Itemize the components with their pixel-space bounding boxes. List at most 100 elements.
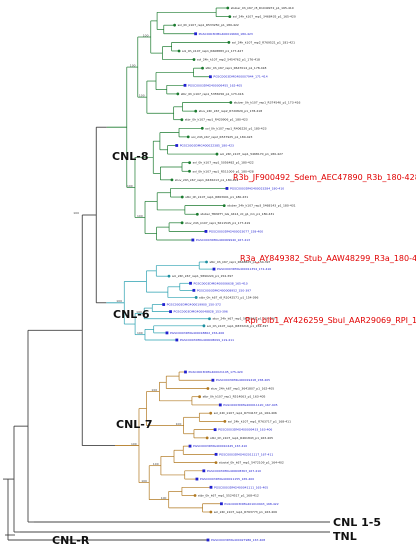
reference-label-r3a: R3a_AY849382_Stub_AAW48299_R3a_180-430	[240, 254, 416, 263]
leaf-label: stuv_24h_k67_rep2_R720829_p1_178-418	[199, 109, 262, 113]
leaf-label: sol_24h_k107_rep1_3468435_p1_165-420	[233, 15, 296, 19]
bootstrap-value: 100	[161, 496, 167, 500]
leaf-label: sol_0h_k107_rep1_R511009_p1_180-428	[193, 169, 254, 173]
leaf-label: PGSC0003DMG400008363_167-410	[207, 469, 261, 473]
leaf-marker	[209, 75, 212, 79]
leaf-label: sol_24h_k107_rep2_5454762_p1_176-418	[197, 58, 260, 62]
leaf-marker	[176, 92, 180, 96]
leaf-label: sol_24h_k107_rep1_R734137_p1_164-406	[214, 411, 277, 415]
leaf-marker	[206, 387, 210, 390]
clade-label-cnl6: CNL-6	[113, 308, 150, 321]
leaf-marker	[169, 310, 172, 314]
bootstrap-value: 100	[153, 462, 159, 466]
leaf-marker	[192, 58, 196, 61]
leaf-marker	[209, 411, 213, 415]
leaf-marker	[180, 195, 184, 199]
clade-label-cnl8: CNL-8	[112, 150, 149, 163]
leaf-label: PGSC0003DMG400027986_167-408	[211, 538, 265, 542]
leaf-marker	[194, 109, 198, 113]
leaf-marker	[205, 260, 208, 264]
leaf-label: PGSC0003DMG400021195_175-420	[188, 370, 242, 374]
bootstrap-value: 100	[137, 214, 143, 218]
leaf-label: PGSC0003DMG400023284_180-410	[230, 186, 284, 190]
leaf-marker	[209, 510, 213, 514]
bootstrap-value: 100	[131, 442, 137, 446]
tree-branches: 100 100 100 100 100 100 100 100 100 100 100 100 100 1…	[3, 7, 330, 541]
leaf-marker	[201, 66, 204, 70]
leaf-marker	[195, 212, 199, 216]
leaf-label: sol_24h_k107_rep1_R763717_p1_168-411	[228, 419, 291, 423]
leaf-label: PGSC0003DMG400023077_158-400	[209, 229, 263, 233]
leaf-label: stbr_0h_k67_rep1_R647014_p1_178-418	[206, 66, 267, 70]
leaf-label: PGSC0003DMG400022385_180-423	[180, 143, 234, 147]
leaf-label: stbr_0h_k67_rep1_5524517_p1_168-412	[198, 494, 259, 498]
leaf-marker	[220, 502, 223, 506]
bootstrap-value: 100	[73, 211, 79, 215]
leaf-label: stbr_0h_k107_rep1_R863901_p1_180-431	[185, 195, 248, 199]
leaf-marker	[223, 420, 227, 423]
leaf-marker	[194, 32, 198, 36]
leaf-label: sol_24h_k67_rep2_R537925_p1_180-423	[191, 135, 252, 139]
tree-leaf-labels: stuber_0h_k67_r8_R1049972_p1_165-410 sol_…	[167, 6, 301, 542]
leaf-label: stbr_0h_k107_rep1_5355056_p1_173-416	[181, 92, 244, 96]
bootstrap-value: 100	[136, 310, 142, 314]
bootstrap-value: 100	[143, 33, 149, 37]
bootstrap-value: 100	[139, 94, 145, 98]
leaf-marker	[175, 338, 179, 342]
leaf-label: PGSC0003DMG400019418_158-405	[216, 378, 270, 382]
leaf-label: PGSC0003DMG400018862_156-406	[170, 331, 224, 335]
leaf-marker	[206, 538, 210, 542]
clade-label-cnlr: CNL-R	[52, 534, 90, 547]
leaf-marker	[162, 303, 166, 306]
bootstrap-value: 100	[176, 422, 182, 426]
leaf-marker	[175, 144, 179, 147]
leaf-marker	[170, 178, 174, 182]
leaf-label: sol_24h_k107_rep2_R769521_p1_181-421	[232, 40, 295, 44]
leaf-label: stuber_0h_k107_rep1_R374546_p1_173-416	[234, 101, 301, 105]
leaf-marker	[194, 296, 198, 299]
leaf-marker	[218, 403, 222, 407]
leaf-marker	[212, 267, 216, 271]
leaf-marker	[211, 378, 215, 382]
leaf-marker	[214, 461, 218, 464]
leaf-label: PGSC0003DMG400009455_162-405	[188, 83, 242, 87]
leaf-label: stuber_24h_k107_rep3_5468143_p1_180-431	[227, 204, 295, 208]
clade-label-cnl15: CNL 1-5	[333, 516, 381, 529]
leaf-label: sol_24h_k107_rep1_5468170_p1_180-427	[220, 152, 283, 156]
leaf-marker	[225, 187, 229, 190]
leaf-marker	[192, 288, 196, 292]
leaf-label: stbr_0h_k107_rep1_R514063_p1_163-405	[203, 395, 266, 399]
leaf-label: stuv_24h_k67_rep1_5672565_p1_154-397	[212, 317, 275, 321]
leaf-label: PGSC0003DMG400011120_167-405	[223, 403, 277, 407]
leaf-marker	[189, 281, 192, 285]
leaf-label: PGSC0003DMG401010943_168-422	[224, 502, 278, 506]
leaf-label: PGSC0003DMG402011117_167-411	[219, 452, 273, 456]
leaf-marker	[191, 238, 195, 242]
leaf-label: stbr_0h_k107_rep1_R461843_p1_163-405	[210, 436, 273, 440]
leaf-marker	[229, 101, 233, 104]
leaf-label: PGSC0003DMG400009940_167-413	[196, 238, 250, 242]
leaf-label: stuvial_0h_k67_rep1_5472109_p1_164-402	[219, 461, 284, 465]
leaf-marker	[173, 23, 176, 27]
leaf-marker	[200, 126, 204, 130]
leaf-label: PGSC0003DMG400008952_150-397	[197, 288, 251, 292]
bootstrap-value: 100	[141, 479, 147, 483]
leaf-marker	[188, 161, 192, 165]
leaf-marker	[180, 221, 184, 225]
leaf-label: PGSC0003DMG400008099_119-411	[180, 338, 234, 342]
leaf-marker	[183, 83, 187, 87]
leaf-marker	[214, 452, 218, 456]
leaf-label: sol_24h_k67_rep1_5890224_p1_154-397	[172, 274, 233, 278]
leaf-label: PGSC0003DMG400041111_165-405	[214, 485, 268, 489]
leaf-label: stbr_0h_k67_rep1_R648825_p1_154-397	[210, 260, 271, 264]
leaf-label: PGSC0003DMG400011354_172-416	[217, 267, 271, 271]
leaf-label: sol_0h_k107_rep1_R533250_p1_180-422	[178, 23, 239, 27]
leaf-marker	[222, 204, 226, 208]
leaf-label: PGSC0003DMG400019669_180-423	[199, 32, 253, 36]
leaf-label: sol_0h_k107_rep1_5056482_p1_180-422	[193, 161, 254, 165]
leaf-label: PGSC0003DMG400048828_153-396	[174, 310, 228, 314]
leaf-marker	[186, 135, 190, 139]
reference-label-r3b: R3b_JF900492_Sdem_AEC47890_R3b_180-428	[233, 173, 416, 182]
leaf-marker	[188, 169, 191, 173]
